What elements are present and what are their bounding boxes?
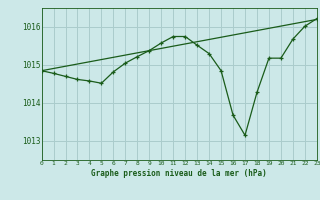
X-axis label: Graphe pression niveau de la mer (hPa): Graphe pression niveau de la mer (hPa) bbox=[91, 169, 267, 178]
